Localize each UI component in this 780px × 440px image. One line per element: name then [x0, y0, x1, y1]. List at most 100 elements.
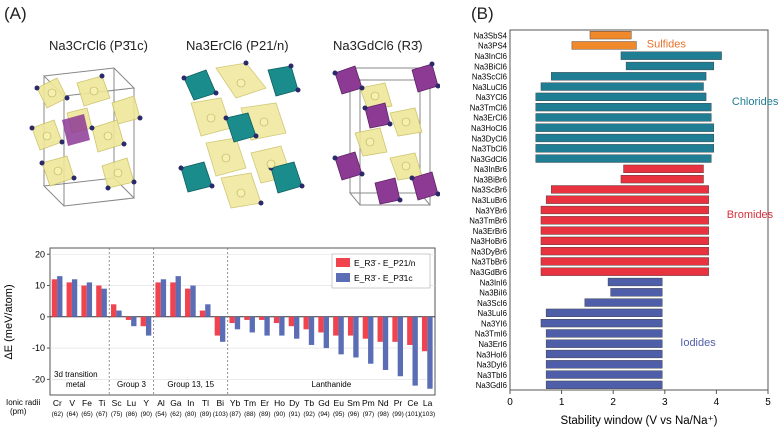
chart-a-bar-blue [131, 316, 137, 327]
chart-b-category-label: Na3TmBr6 [469, 217, 507, 226]
chart-a-ytick-label: 10 [35, 281, 45, 291]
chart-a-category-label: Fe [82, 398, 92, 408]
chart-a-bar-red [111, 304, 117, 317]
crystal-structure-ercl [178, 60, 305, 209]
chart-a-radius-label: (86) [126, 411, 138, 418]
chart-a-radius-label: (64) [66, 411, 78, 418]
chart-b-category-label: Na3YBr6 [475, 206, 507, 215]
chart-b-category-label: Na3HoI6 [476, 350, 507, 359]
chart-a-group-label: Group 13, 15 [167, 380, 214, 389]
chart-a-bar-blue [353, 316, 359, 358]
chart-a-bar-red [362, 316, 369, 339]
chart-b-category-label: Na3GdCl6 [471, 155, 507, 164]
chart-b-group-label: Iodides [680, 337, 716, 349]
chart-a-category-label: Cr [53, 398, 62, 408]
chart-a-bar-red [51, 279, 58, 317]
chart-a-radius-label: (89) [259, 411, 271, 418]
chart-b-category-label: Na3InCl6 [474, 52, 507, 61]
chart-a-category-label: Lu [127, 398, 137, 408]
legend-swatch-blue [336, 273, 350, 282]
chart-b-bar [589, 31, 632, 40]
ionic-radii-label: Ionic radii [6, 398, 40, 407]
chart-b-category-label: Na3HoCl6 [471, 124, 507, 133]
stability-window-chart: Na3SbS4Na3PS4Na3InCl6Na3BiCl6Na3ScCl6Na3… [469, 29, 779, 427]
chart-a-category-label: Y [143, 398, 149, 408]
chart-b-bar [535, 92, 707, 101]
chart-a-radius-label: (80) [185, 411, 197, 418]
chart-b-bar [545, 308, 663, 317]
chart-a-bar-red [273, 316, 280, 324]
chart-a-category-label: Tm [244, 398, 256, 408]
chart-a-bar-red [318, 316, 324, 333]
chart-b-xtick-label: 2 [610, 397, 616, 408]
purple-octahedron [62, 114, 90, 146]
chart-a-bar-blue [190, 285, 196, 317]
chart-b-group-label: Chlorides [732, 96, 779, 108]
chart-a-frame [49, 247, 436, 396]
chart-a-radius-label: (88) [244, 411, 256, 418]
chart-a-bar-blue [368, 316, 374, 364]
chart-a-bar-red [199, 310, 206, 317]
chart-a-bar-blue [234, 316, 241, 330]
chart-a-category-label: Ce [407, 398, 418, 408]
chart-b-category-label: Na3BiCl6 [474, 62, 507, 71]
chart-a-category-label: V [69, 398, 75, 408]
chart-a-ytick-label: 0 [40, 312, 45, 322]
chart-a-radius-label: (91) [289, 411, 301, 418]
chart-a-bar-blue [71, 279, 78, 317]
chart-b-category-label: Na3LuCl6 [472, 83, 507, 92]
chart-a-bar-blue [338, 316, 344, 355]
chart-a-radius-label: (98) [377, 411, 389, 418]
chart-a-bar-blue [116, 310, 122, 317]
chart-b-bar [545, 349, 663, 359]
chart-b-bar [540, 247, 709, 256]
chart-a-radius-label: (99) [392, 411, 404, 418]
chart-a-bar-blue [249, 316, 255, 333]
chart-a-radius-label: (62) [52, 411, 64, 418]
chart-a-bar-red [229, 316, 235, 324]
chart-a-radius-label: (103) [420, 411, 435, 418]
chart-b-bar [540, 205, 709, 215]
chart-b-category-label: Na3TmCl6 [470, 103, 507, 112]
chart-b-category-label: Na3TmI6 [475, 330, 507, 339]
chart-a-category-label: Nd [378, 398, 389, 408]
chart-b-category-label: Na3LuI6 [478, 309, 507, 318]
chart-b-category-label: Na3LuBr6 [472, 196, 507, 205]
chart-a-bar-blue [219, 316, 226, 342]
chart-a-category-label: Pr [394, 398, 403, 408]
crystal-structure-gdcl [332, 61, 440, 206]
chart-a-group-label: Group 3 [117, 380, 146, 389]
chart-a-bar-blue [205, 304, 211, 317]
chart-b-category-label: Na3ErBr6 [473, 227, 507, 236]
chart-b-bar [610, 288, 663, 297]
chart-b-category-label: Na3PS4 [478, 42, 508, 51]
chart-b-category-label: Na3DyCl6 [471, 134, 507, 143]
chart-a-radius-label: (89) [200, 411, 212, 418]
chart-a-category-label: La [423, 398, 433, 408]
chart-a-radius-label: (67) [96, 411, 108, 418]
chart-a-category-label: Tb [304, 398, 314, 408]
chart-a-bar-red [185, 288, 191, 317]
chart-a-radius-label: (103) [213, 411, 228, 418]
chart-b-bar [545, 329, 663, 338]
chart-a-radius-label: (92) [303, 411, 315, 418]
chart-b-category-label: Na3DyI6 [477, 361, 507, 370]
chart-b-category-label: Na3HoBr6 [471, 237, 507, 246]
chart-b-bar [535, 133, 715, 143]
chart-a-bar-blue [427, 316, 433, 389]
panel-a-label: (A) [4, 4, 27, 23]
chart-b-bar [545, 380, 663, 389]
crystal-structure-crcl [29, 67, 143, 207]
chart-a-bar-blue [145, 316, 152, 336]
chart-b-bar [571, 41, 637, 50]
chart-a-bar-blue [160, 279, 167, 317]
chart-a-bar-blue [101, 288, 107, 317]
structure-title-gdcl: Na3GdCl6 (R3̄) [333, 38, 423, 53]
chart-a-bar-blue [57, 276, 63, 317]
chart-b-category-label: Na3YCl6 [476, 93, 507, 102]
chart-a-group-label: 3d transition [54, 370, 98, 379]
chart-a-category-label: Er [260, 398, 269, 408]
chart-a-bar-red [392, 316, 398, 342]
chart-a-bar-red [96, 285, 102, 317]
chart-b-bar [607, 277, 663, 287]
